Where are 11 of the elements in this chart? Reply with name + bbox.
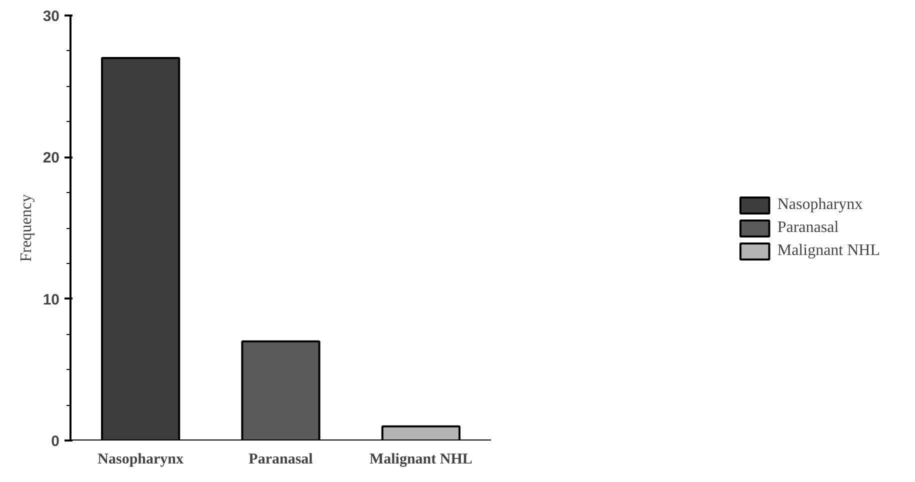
legend-label: Nasopharynx bbox=[777, 196, 863, 214]
y-tick-label: 30 bbox=[42, 8, 60, 25]
legend-label: Malignant NHL bbox=[777, 242, 880, 260]
y-axis-title: Frequency bbox=[18, 194, 35, 262]
x-tick-label: Paranasal bbox=[248, 452, 313, 468]
legend-label: Paranasal bbox=[777, 218, 839, 236]
y-tick-label: 0 bbox=[51, 433, 60, 450]
x-tick-label: Malignant NHL bbox=[369, 452, 472, 468]
x-tick-label: Nasopharynx bbox=[98, 452, 184, 468]
y-tick-label: 10 bbox=[42, 291, 60, 308]
y-tick-label: 20 bbox=[42, 150, 60, 167]
